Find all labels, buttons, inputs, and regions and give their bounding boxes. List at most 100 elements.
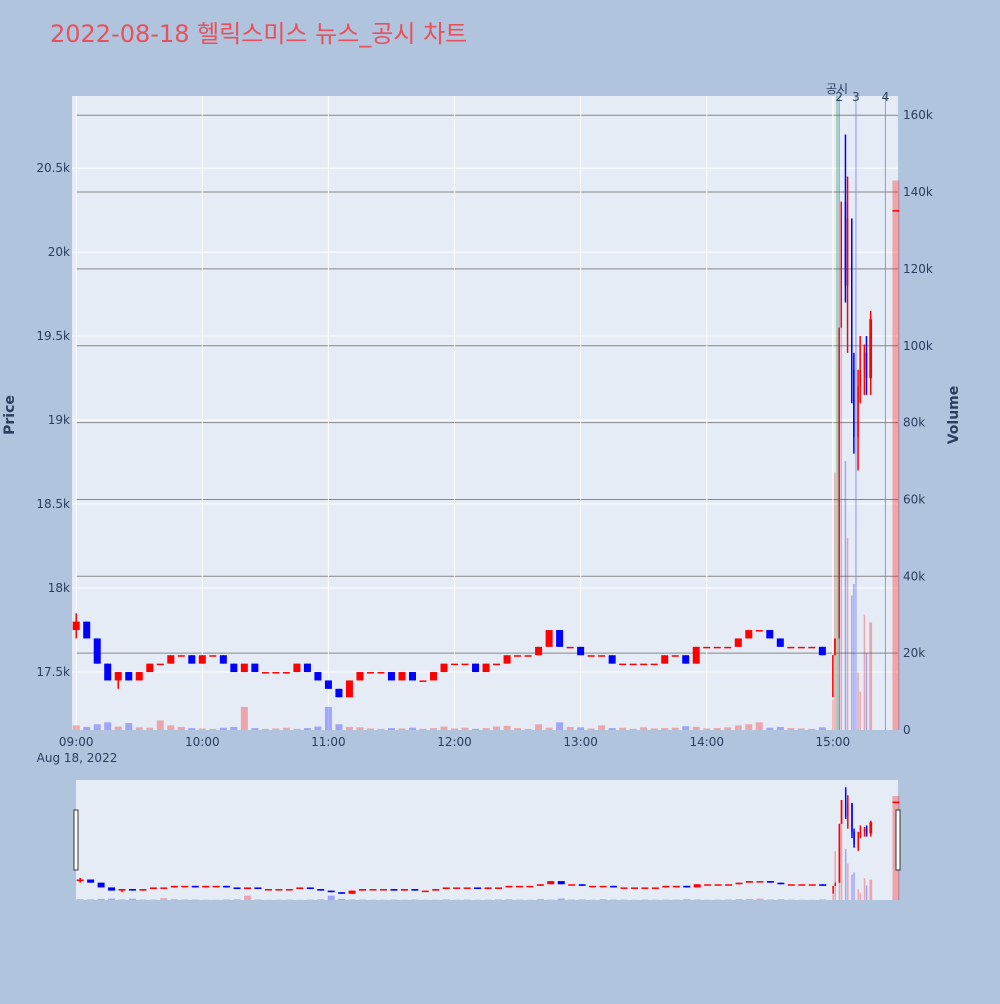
slider-candle-body xyxy=(798,884,805,886)
volume-bar xyxy=(525,729,532,730)
volume-bar xyxy=(567,727,574,730)
slider-volume-bar xyxy=(694,899,701,900)
volume-bar xyxy=(335,724,342,730)
slider-candle-body xyxy=(809,884,816,886)
range-slider[interactable] xyxy=(76,780,898,900)
y2-axis-title: Volume xyxy=(946,386,962,445)
slider-candle-body xyxy=(98,883,105,888)
volume-bar xyxy=(672,728,679,730)
slider-volume-bar xyxy=(858,889,860,900)
candle-body xyxy=(346,680,353,697)
slider-volume-bar xyxy=(725,899,732,900)
slider-candle-body xyxy=(213,886,220,888)
slider-volume-bar xyxy=(139,899,146,900)
slider-candle-body xyxy=(869,822,872,833)
slider-candle-body xyxy=(756,881,763,883)
volume-bar xyxy=(630,729,637,730)
slider-volume-bar xyxy=(244,896,251,900)
y-tick-label: 18k xyxy=(48,581,70,595)
slider-candle-body xyxy=(694,884,701,887)
volume-bar xyxy=(178,727,185,730)
slider-candle-body xyxy=(892,802,899,804)
slider-volume-bar xyxy=(600,899,607,900)
volume-bar xyxy=(188,728,195,730)
slider-candle-body xyxy=(589,886,596,888)
slider-volume-bar xyxy=(160,898,167,900)
slider-candle-body xyxy=(286,889,293,891)
slider-candle-body xyxy=(349,891,356,894)
slider-candle-body xyxy=(453,887,460,889)
candle-body xyxy=(598,655,605,657)
slider-candle-body xyxy=(746,881,753,883)
slider-candle-body xyxy=(673,886,680,888)
volume-bar xyxy=(609,728,616,730)
volume-bar xyxy=(766,728,773,730)
y-tick-label: 19k xyxy=(48,413,70,427)
candle-body xyxy=(682,655,689,663)
y-tick-label: 17.5k xyxy=(36,665,70,679)
y2-tick-label: 40k xyxy=(903,569,925,583)
x-tick-label: 12:00 xyxy=(437,735,472,749)
volume-bar xyxy=(209,729,216,730)
volume-bar xyxy=(462,728,469,730)
volume-bar xyxy=(104,722,111,730)
slider-candle-body xyxy=(150,887,157,889)
slider-handle[interactable] xyxy=(896,810,900,870)
slider-candle-body xyxy=(853,832,855,845)
candle-body xyxy=(483,664,490,672)
volume-bar xyxy=(167,725,174,730)
candle-body xyxy=(745,630,752,638)
slider-candle-body xyxy=(139,889,146,891)
slider-volume-bar xyxy=(841,824,843,900)
candle-body xyxy=(146,664,153,672)
volume-bar xyxy=(724,727,731,730)
slider-volume-bar xyxy=(832,894,834,900)
volume-bar xyxy=(304,728,311,730)
volume-bar xyxy=(283,728,290,730)
volume-bar xyxy=(892,181,899,730)
candle-body xyxy=(472,664,479,672)
volume-bar xyxy=(864,615,866,730)
slider-volume-bar xyxy=(847,864,849,900)
volume-bar xyxy=(325,707,332,730)
volume-bar xyxy=(756,722,763,730)
volume-bar xyxy=(367,728,374,730)
volume-bar xyxy=(514,728,521,730)
slider-candle-body xyxy=(858,835,860,845)
candle-body xyxy=(787,647,794,649)
candle-body xyxy=(220,655,227,663)
candle-body xyxy=(73,622,80,630)
candle-body xyxy=(735,638,742,646)
slider-candle-body xyxy=(275,889,282,891)
slider-candle-body xyxy=(474,887,481,889)
candle-body xyxy=(241,664,248,672)
candle-body xyxy=(441,664,448,672)
volume-bar xyxy=(847,538,849,730)
candle-body xyxy=(859,370,861,387)
candle-body xyxy=(409,672,416,680)
candle-body xyxy=(756,630,763,632)
candle-body xyxy=(356,672,363,680)
candle-body xyxy=(304,664,311,672)
candle-body xyxy=(136,672,143,680)
slider-candle-body xyxy=(338,892,345,894)
candle-body xyxy=(640,664,647,666)
volume-bar xyxy=(834,473,836,730)
candle-body xyxy=(504,655,511,663)
slider-handle[interactable] xyxy=(74,810,78,870)
slider-volume-bar xyxy=(683,899,690,900)
volume-bar xyxy=(832,699,834,730)
volume-bar xyxy=(220,728,227,730)
x-tick-label: 15:00 xyxy=(816,735,851,749)
volume-bar xyxy=(682,726,689,730)
slider-candle-body xyxy=(788,884,795,886)
candle-body xyxy=(892,210,899,212)
slider-candle-body xyxy=(631,887,638,889)
candle-body xyxy=(451,664,458,666)
slider-candle-body xyxy=(129,889,136,891)
y2-tick-label: 100k xyxy=(903,339,933,353)
volume-bar xyxy=(483,728,490,730)
x-tick-label: 09:00 xyxy=(59,735,94,749)
slider-candle-body xyxy=(725,884,732,886)
y2-tick-label: 160k xyxy=(903,108,933,122)
